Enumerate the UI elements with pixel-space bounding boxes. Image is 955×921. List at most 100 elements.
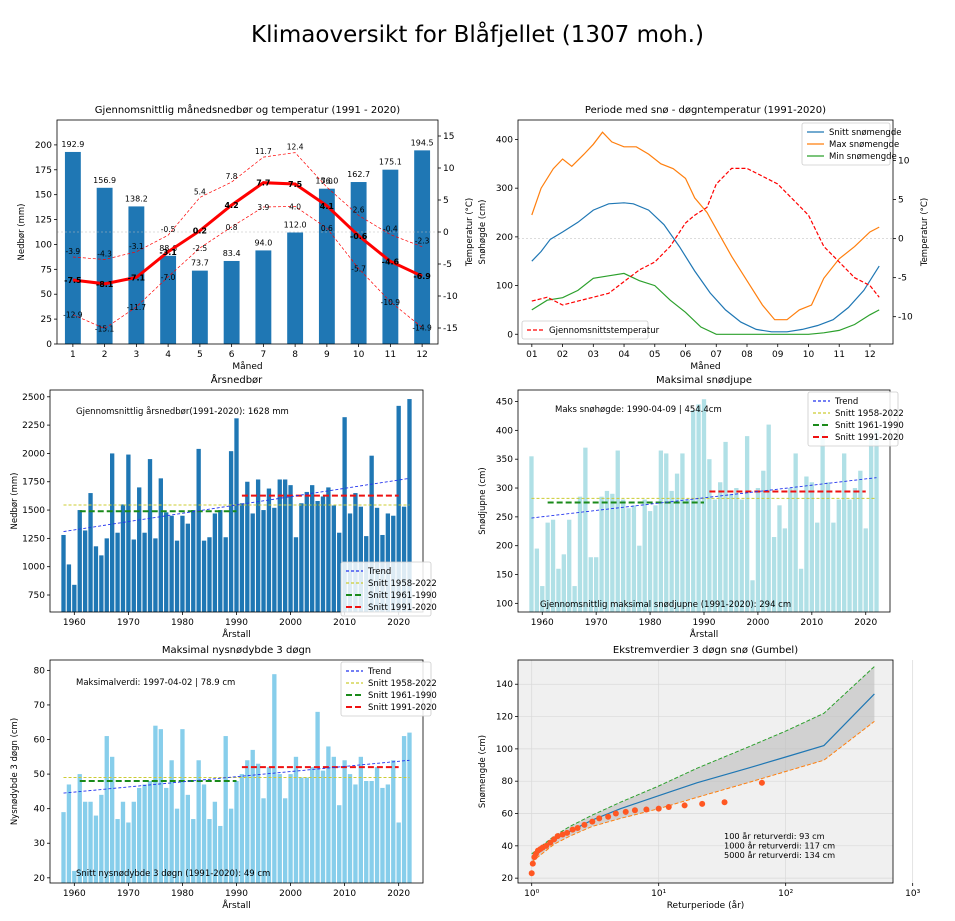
year-bar [583, 447, 588, 612]
temp-min-label: 0.6 [321, 224, 333, 233]
annotation-text: Gjennomsnittlig årsnedbør(1991-2020): 16… [76, 406, 289, 417]
observation-point [564, 829, 571, 836]
temp-mean-label: -8.1 [96, 280, 114, 289]
year-bar [626, 508, 631, 612]
year-bar [777, 505, 782, 612]
y-tick-label: 80 [34, 666, 46, 676]
y2-tick-label: -10 [898, 313, 913, 323]
observation-point [631, 807, 638, 814]
y-tick-label: 0 [507, 330, 513, 340]
y2-tick-label: -10 [443, 292, 458, 302]
y-tick-label: 100 [496, 599, 513, 609]
year-bar [174, 808, 180, 883]
bar-value-label: 175.1 [379, 158, 402, 167]
year-bar [401, 506, 407, 612]
legend-entry: Snitt 1958-2022 [368, 679, 437, 689]
temp-max-line [72, 152, 423, 260]
chart-title: Maksimal snødjupe [656, 375, 752, 386]
year-bar [250, 513, 255, 612]
year-bar [164, 512, 169, 612]
year-bar [185, 794, 191, 883]
y-tick-label: 40 [34, 805, 46, 815]
legend-entry: Gjennomsnittstemperatur [549, 326, 660, 336]
year-bar [72, 584, 77, 612]
year-bar [788, 488, 793, 612]
year-bar [282, 479, 288, 612]
year-bar [131, 801, 136, 883]
temp-min-label: -10.9 [381, 298, 401, 307]
year-bar [696, 404, 701, 612]
year-bar [293, 756, 299, 883]
precip-bar [191, 270, 208, 344]
year-bar [126, 822, 131, 883]
bar-value-label: 192.9 [61, 140, 84, 149]
bar-value-label: 194.5 [411, 138, 434, 147]
precip-bar [160, 255, 177, 344]
observation-point [528, 870, 535, 877]
year-bar [191, 819, 196, 883]
x-tick-label: 6 [229, 350, 235, 360]
year-bar [669, 490, 674, 612]
year-bar [88, 493, 93, 612]
year-bar [180, 515, 185, 612]
x-tick-label: 06 [680, 350, 692, 360]
year-bar [196, 760, 201, 883]
temp-mean-label: -3.1 [159, 248, 177, 257]
y-axis-label: Snødjupne (cm) [478, 467, 488, 534]
year-bar [299, 777, 304, 883]
temp-max-label: -2.3 [415, 237, 430, 246]
year-bar [255, 479, 261, 612]
year-bar [825, 482, 831, 612]
annotation-text: Snitt nysnødybde 3 døgn (1991-2020): 49 … [76, 869, 270, 879]
trend-line [63, 477, 410, 533]
y-tick-label: 300 [496, 184, 513, 194]
year-bar [874, 430, 879, 612]
year-bar [550, 519, 556, 612]
year-bar [691, 410, 696, 612]
temp-max-label: -3.1 [129, 242, 144, 251]
temp-min-label: -5.7 [351, 264, 366, 273]
y-tick-label: 25 [41, 315, 52, 325]
x-tick-label: 2010 [333, 618, 356, 628]
y-tick-label: 120 [496, 713, 513, 723]
y-tick-label: 175 [35, 166, 52, 176]
year-bar [744, 436, 750, 612]
year-bar [169, 515, 174, 612]
year-bar [255, 763, 261, 883]
annotation-text: 5000 år returverdi: 134 cm [724, 850, 835, 860]
year-bar [66, 784, 72, 883]
year-bar [288, 485, 293, 612]
bar-value-label: 156.9 [93, 176, 116, 185]
y-tick-label: 350 [496, 455, 513, 465]
y-tick-label: 40 [502, 842, 514, 852]
observation-point [559, 831, 566, 838]
x-tick-label: 7 [261, 350, 267, 360]
year-bar [604, 490, 610, 612]
year-bar [342, 760, 347, 883]
temp-mean-line [72, 181, 423, 286]
year-bar [72, 870, 77, 883]
x-tick-label: 10² [778, 889, 793, 899]
plot-frame [517, 659, 894, 884]
temp-min-line [72, 206, 423, 329]
year-bar [153, 725, 158, 883]
legend-entry: Snitt 1961-1990 [368, 591, 437, 601]
year-bar [631, 505, 637, 612]
y-tick-label: 250 [496, 513, 513, 523]
annotation-text: 100 år returverdi: 93 cm [724, 831, 825, 841]
year-bar [120, 801, 126, 883]
year-bar [218, 510, 223, 612]
temp-mean-label: -4.6 [382, 257, 400, 266]
x-tick-label: 1990 [693, 618, 716, 628]
year-bar [99, 555, 104, 612]
year-bar [201, 540, 207, 612]
year-bar [218, 825, 223, 883]
year-bar [771, 537, 777, 612]
temp-mean-label: -7.1 [128, 273, 146, 282]
y2-tick-label: -5 [898, 274, 907, 284]
year-bar [158, 729, 163, 883]
y-tick-label: 1500 [22, 506, 45, 516]
year-bar [164, 787, 169, 883]
year-bar [126, 454, 131, 612]
observation-point [581, 821, 588, 828]
